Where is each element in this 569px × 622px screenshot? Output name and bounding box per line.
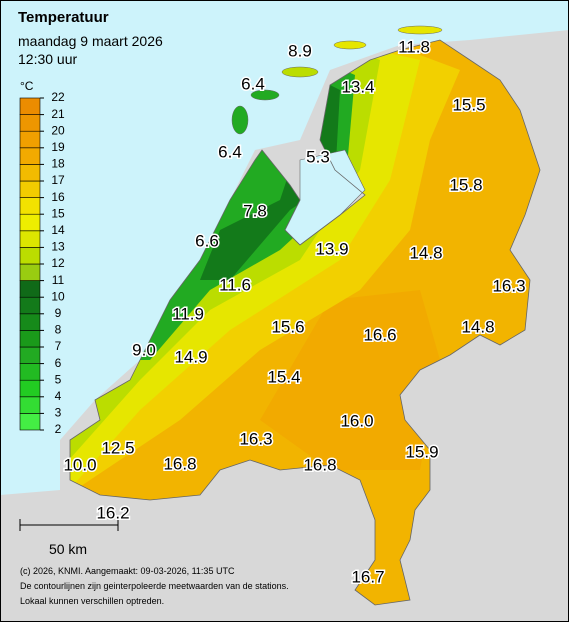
station-value: 16.3 <box>239 429 272 448</box>
station-value: 16.3 <box>492 276 525 295</box>
legend-tick-label: 2 <box>55 422 62 436</box>
legend-tick-label: 22 <box>51 90 65 104</box>
island <box>231 105 249 135</box>
station-value: 15.5 <box>452 95 485 114</box>
station-value: 11.9 <box>172 304 204 323</box>
legend-unit: °C <box>20 79 34 93</box>
legend-tick-label: 6 <box>55 356 62 370</box>
legend-tick-label: 21 <box>51 107 65 121</box>
legend-tick-label: 4 <box>55 389 62 403</box>
legend-tick-label: 14 <box>51 223 65 237</box>
station-value: 16.2 <box>96 503 129 522</box>
station-value: 15.8 <box>449 175 482 194</box>
legend-tick-label: 17 <box>51 173 65 187</box>
islands <box>231 25 443 135</box>
station-value: 15.9 <box>405 442 438 461</box>
station-value: 16.8 <box>163 454 196 473</box>
legend-tick-label: 8 <box>55 323 62 337</box>
station-value: 16.6 <box>363 325 396 344</box>
legend-swatch <box>19 97 41 115</box>
legend-tick-label: 5 <box>55 372 62 386</box>
station-value: 10.0 <box>63 455 96 474</box>
legend-tick-label: 7 <box>55 339 62 353</box>
legend-swatch <box>19 130 41 149</box>
station-value: 11.8 <box>398 37 430 56</box>
station-value: 11.6 <box>219 275 251 294</box>
legend-swatch <box>19 396 41 414</box>
legend-tick-label: 16 <box>51 190 65 204</box>
station-value: 5.3 <box>306 147 330 166</box>
time: 12:30 uur <box>18 51 77 67</box>
legend-swatch <box>19 263 41 281</box>
station-value: 6.6 <box>195 231 219 250</box>
footer: Lokaal kunnen verschillen optreden. <box>20 596 164 606</box>
legend-tick-label: 18 <box>51 157 65 171</box>
legend-swatch <box>19 413 41 431</box>
legend-swatch <box>19 230 41 248</box>
legend-swatch <box>19 363 41 381</box>
legend-tick-label: 19 <box>51 140 65 154</box>
legend-swatch <box>19 346 41 364</box>
station-value: 15.6 <box>271 317 304 336</box>
island <box>333 40 367 50</box>
station-value: 16.7 <box>351 567 384 586</box>
legend-swatch <box>19 213 41 232</box>
station-value: 6.4 <box>218 142 242 161</box>
station-value: 14.9 <box>174 347 207 366</box>
footer: (c) 2026, KNMI. Aangemaakt: 09-03-2026, … <box>20 566 235 576</box>
station-value: 14.8 <box>409 243 442 262</box>
legend-tick-label: 15 <box>51 206 65 220</box>
legend-tick-label: 13 <box>51 240 65 254</box>
island <box>281 66 319 78</box>
legend-swatch <box>19 180 41 198</box>
footer: De contourlijnen zijn geinterpoleerde me… <box>20 581 289 591</box>
station-value: 6.4 <box>241 74 265 93</box>
title: Temperatuur <box>18 9 109 26</box>
scale-label: 50 km <box>49 541 87 557</box>
zone <box>260 290 440 470</box>
legend-swatch <box>19 379 41 398</box>
legend-swatch <box>19 147 41 165</box>
date: maandag 9 maart 2026 <box>18 33 163 49</box>
station-value: 12.5 <box>101 438 134 457</box>
legend-swatch <box>19 330 41 348</box>
legend-tick-label: 20 <box>51 123 65 137</box>
station-value: 13.9 <box>315 239 348 258</box>
station-value: 8.9 <box>288 41 312 60</box>
legend-swatch <box>19 313 41 331</box>
legend-tick-label: 3 <box>55 406 62 420</box>
station-value: 16.8 <box>303 455 336 474</box>
station-value: 15.4 <box>267 367 300 386</box>
station-value: 16.0 <box>340 411 373 430</box>
station-value: 7.8 <box>243 201 267 220</box>
legend-swatch <box>19 164 41 182</box>
island <box>250 89 280 101</box>
sea <box>0 0 569 495</box>
station-value: 9.0 <box>132 340 156 359</box>
legend-tick-label: 10 <box>51 289 65 303</box>
legend-swatch <box>19 280 41 298</box>
station-value: 14.8 <box>461 317 494 336</box>
station-value: 13.4 <box>341 77 374 96</box>
legend-swatch <box>19 197 41 215</box>
legend-swatch <box>19 296 41 315</box>
legend-tick-label: 12 <box>51 256 65 270</box>
legend-tick-label: 9 <box>55 306 62 320</box>
legend-swatch <box>19 247 41 265</box>
legend-swatch <box>19 114 41 132</box>
island <box>397 25 443 35</box>
legend-tick-label: 11 <box>52 273 65 287</box>
